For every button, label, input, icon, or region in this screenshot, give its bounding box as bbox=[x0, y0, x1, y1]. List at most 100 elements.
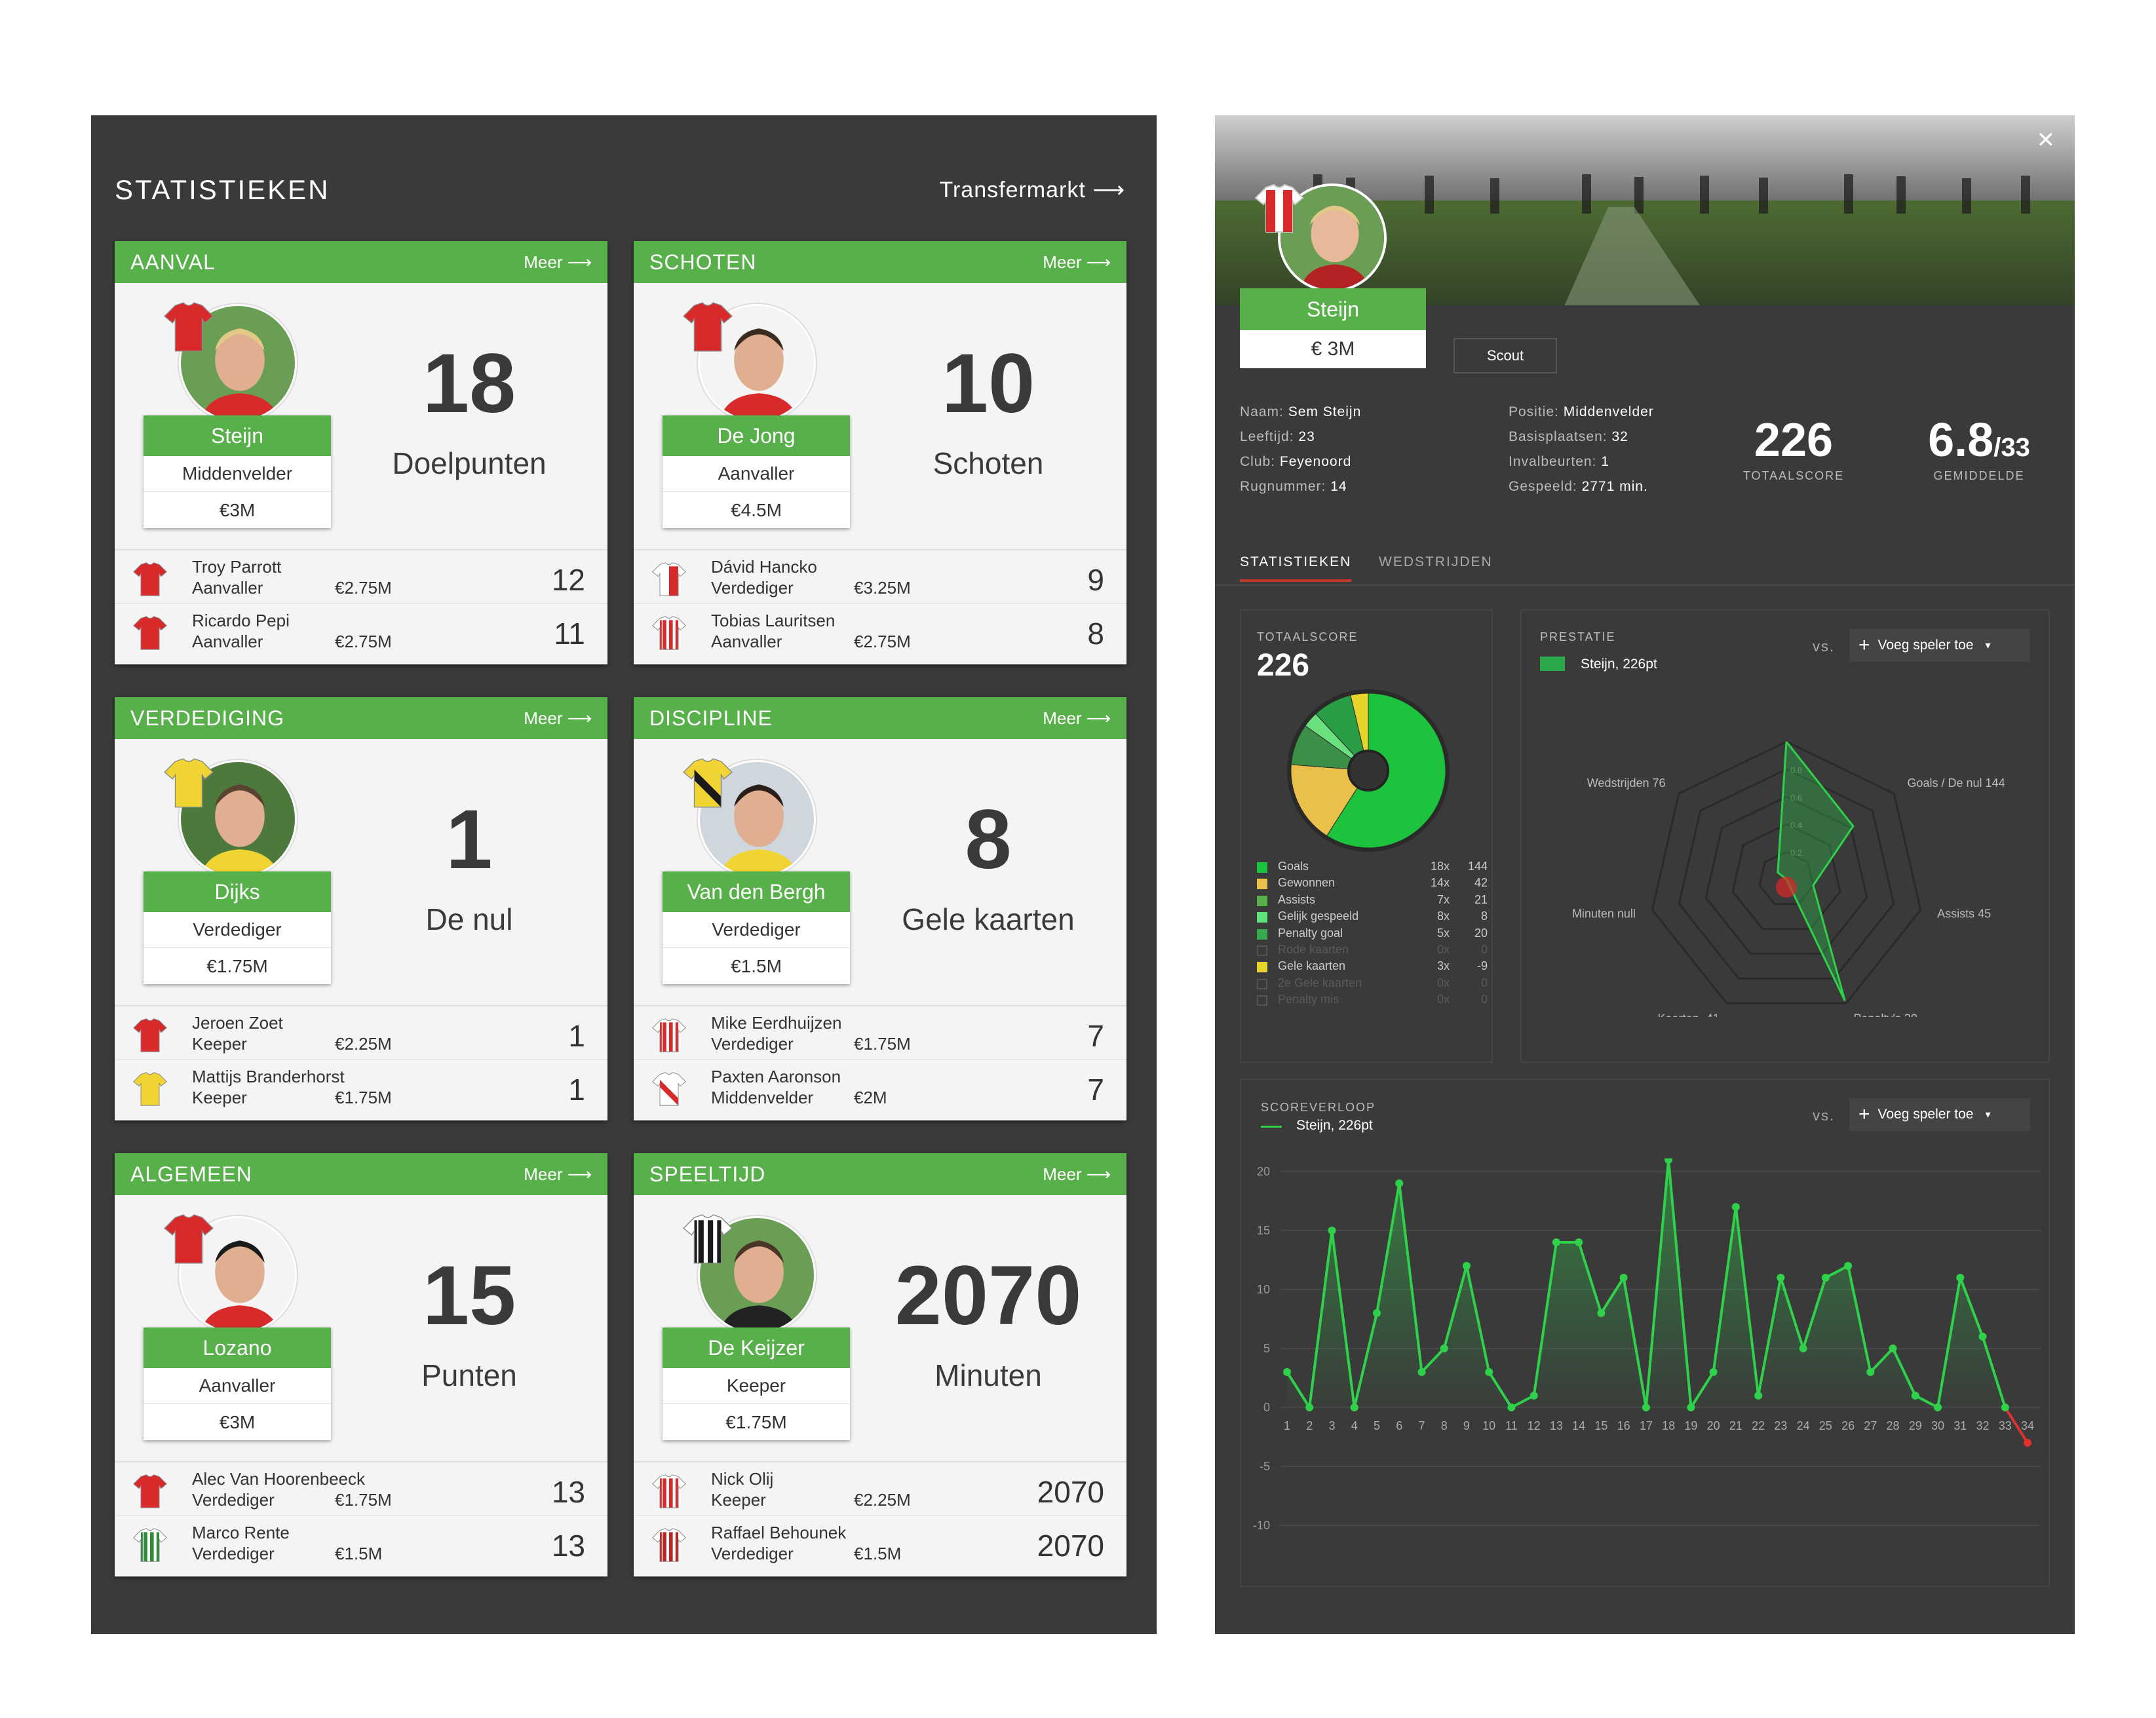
more-link[interactable]: Meer ⟶ bbox=[1043, 708, 1111, 729]
data-point[interactable] bbox=[1687, 1403, 1695, 1411]
legend-count: 0x bbox=[1436, 993, 1450, 1006]
data-point[interactable] bbox=[1507, 1403, 1516, 1411]
add-player-button[interactable]: + Voeg speler toe ▾ bbox=[1849, 629, 2030, 662]
x-tick-label: 1 bbox=[1284, 1419, 1290, 1432]
scout-button[interactable]: Scout bbox=[1453, 338, 1557, 373]
more-link[interactable]: Meer ⟶ bbox=[524, 708, 592, 729]
data-point[interactable] bbox=[1395, 1179, 1404, 1187]
data-point[interactable] bbox=[1350, 1403, 1358, 1411]
series-segment bbox=[1353, 1312, 1378, 1408]
data-point[interactable] bbox=[1934, 1403, 1942, 1411]
data-point[interactable] bbox=[1575, 1238, 1583, 1246]
x-tick-label: 14 bbox=[1572, 1419, 1585, 1432]
player-info-box[interactable]: Lozano Aanvaller €3M bbox=[144, 1327, 331, 1440]
more-label: Meer bbox=[1043, 708, 1082, 728]
data-point[interactable] bbox=[1440, 1345, 1448, 1352]
fact-row: Naam: Sem Steijn bbox=[1240, 400, 1361, 425]
club-shirt-icon bbox=[162, 300, 216, 354]
ranking-row[interactable]: Marco Rente Verdediger €1.5M 13 bbox=[115, 1516, 607, 1570]
pie-slice-gewonnen bbox=[1290, 764, 1369, 837]
legend-label: Goals bbox=[1278, 860, 1309, 873]
data-point[interactable] bbox=[1731, 1203, 1740, 1211]
ranking-row[interactable]: Alec Van Hoorenbeeck Verdediger €1.75M 1… bbox=[115, 1462, 607, 1516]
add-player-button-2[interactable]: + Voeg speler toe ▾ bbox=[1849, 1098, 2030, 1131]
page-title: STATISTIEKEN bbox=[115, 174, 330, 205]
player-info-box[interactable]: De Jong Aanvaller €4.5M bbox=[663, 415, 850, 528]
club-shirt-icon bbox=[681, 756, 735, 810]
series-segment bbox=[1869, 1347, 1894, 1373]
data-point[interactable] bbox=[1956, 1274, 1965, 1282]
ranking-row[interactable]: Troy Parrott Aanvaller €2.75M 12 bbox=[115, 550, 607, 604]
data-point[interactable] bbox=[1665, 1158, 1673, 1164]
more-link[interactable]: Meer ⟶ bbox=[1043, 252, 1111, 273]
data-point[interactable] bbox=[1799, 1345, 1807, 1352]
series-segment bbox=[1442, 1265, 1468, 1349]
more-link[interactable]: Meer ⟶ bbox=[524, 252, 592, 273]
legend-row: 2e Gele kaarten 0x 0 bbox=[1257, 975, 1489, 991]
data-point[interactable] bbox=[1642, 1403, 1650, 1411]
stat-card-speeltijd: SPEELTIJD Meer ⟶ De Keijzer Keeper €1.75… bbox=[634, 1153, 1126, 1576]
player-info-box[interactable]: Van den Bergh Verdediger €1.5M bbox=[663, 871, 850, 984]
ranking-row[interactable]: Dávid Hancko Verdediger €3.25M 9 bbox=[634, 550, 1126, 604]
tab-statistieken[interactable]: STATISTIEKEN bbox=[1240, 554, 1352, 582]
data-point[interactable] bbox=[1978, 1333, 1987, 1341]
data-point[interactable] bbox=[1777, 1274, 1785, 1282]
player-avatar bbox=[698, 304, 816, 422]
data-point[interactable] bbox=[1305, 1403, 1314, 1411]
data-point[interactable] bbox=[1530, 1392, 1538, 1400]
ranking-row[interactable]: Tobias Lauritsen Aanvaller €2.75M 8 bbox=[634, 604, 1126, 658]
player-info-box[interactable]: De Keijzer Keeper €1.75M bbox=[663, 1327, 850, 1440]
data-point[interactable] bbox=[1373, 1309, 1381, 1317]
data-point[interactable] bbox=[1552, 1238, 1560, 1246]
arrow-right-icon: ⟶ bbox=[567, 1164, 592, 1184]
data-point[interactable] bbox=[1709, 1368, 1718, 1376]
club-shirt-icon bbox=[651, 561, 687, 598]
radar-axis-label: Penalty's 20 bbox=[1853, 1012, 1917, 1017]
series-segment bbox=[1914, 1394, 1938, 1409]
data-point[interactable] bbox=[1283, 1368, 1291, 1376]
player-info-box[interactable]: Dijks Verdediger €1.75M bbox=[144, 871, 331, 984]
data-point[interactable] bbox=[1911, 1392, 1919, 1400]
tab-wedstrijden[interactable]: WEDSTRIJDEN bbox=[1379, 554, 1493, 569]
ranking-row[interactable]: Mattijs Branderhorst Keeper €1.75M 1 bbox=[115, 1060, 607, 1114]
data-point[interactable] bbox=[1866, 1368, 1875, 1376]
close-icon[interactable]: ✕ bbox=[2036, 128, 2056, 153]
data-point[interactable] bbox=[1889, 1345, 1897, 1352]
ranking-row[interactable]: Raffael Behounek Verdediger €1.5M 2070 bbox=[634, 1516, 1126, 1570]
data-point[interactable] bbox=[1844, 1262, 1853, 1270]
ranking-row[interactable]: Nick Olij Keeper €2.25M 2070 bbox=[634, 1462, 1126, 1516]
fact-label: Rugnummer: bbox=[1240, 479, 1326, 494]
legend-count: 3x bbox=[1436, 959, 1450, 973]
player-name: Dijks bbox=[144, 871, 331, 912]
more-link[interactable]: Meer ⟶ bbox=[1043, 1164, 1111, 1185]
player-position: Keeper bbox=[663, 1368, 850, 1404]
ranking-row[interactable]: Mike Eerdhuijzen Verdediger €1.75M 7 bbox=[634, 1006, 1126, 1060]
card-header: ALGEMEEN Meer ⟶ bbox=[115, 1153, 607, 1195]
ranking-row[interactable]: Jeroen Zoet Keeper €2.25M 1 bbox=[115, 1006, 607, 1060]
transfermarkt-link[interactable]: Transfermarkt ⟶ bbox=[939, 177, 1125, 203]
series-segment bbox=[1712, 1206, 1737, 1373]
data-point[interactable] bbox=[1485, 1368, 1493, 1376]
legend-row: Penalty mis 0x 0 bbox=[1257, 991, 1489, 1008]
fact-label: Gespeeld: bbox=[1509, 479, 1577, 494]
ranking-row[interactable]: Ricardo Pepi Aanvaller €2.75M 11 bbox=[115, 604, 607, 658]
data-point[interactable] bbox=[1821, 1274, 1830, 1282]
x-tick-label: 32 bbox=[1976, 1419, 1989, 1432]
ranking-row[interactable]: Paxten Aaronson Middenvelder €2M 7 bbox=[634, 1060, 1126, 1114]
more-link[interactable]: Meer ⟶ bbox=[524, 1164, 592, 1185]
series-segment bbox=[1981, 1336, 2007, 1408]
club-shirt-icon bbox=[651, 1527, 687, 1563]
data-point[interactable] bbox=[1754, 1392, 1763, 1400]
data-point[interactable] bbox=[1328, 1227, 1336, 1234]
data-point[interactable] bbox=[1597, 1309, 1606, 1317]
series-segment bbox=[1689, 1371, 1715, 1409]
data-point[interactable] bbox=[1462, 1262, 1471, 1270]
player-facts-right: Positie: Middenvelder Basisplaatsen: 32 In… bbox=[1509, 400, 1654, 499]
data-point[interactable] bbox=[1417, 1368, 1426, 1376]
data-point[interactable] bbox=[2001, 1403, 2009, 1411]
x-tick-label: 33 bbox=[1999, 1419, 2012, 1432]
average-value: 6.8/33 bbox=[1910, 417, 2049, 464]
player-info-box[interactable]: Steijn Middenvelder €3M bbox=[144, 415, 331, 528]
data-point[interactable] bbox=[1619, 1274, 1628, 1282]
data-point[interactable] bbox=[2024, 1439, 2031, 1447]
